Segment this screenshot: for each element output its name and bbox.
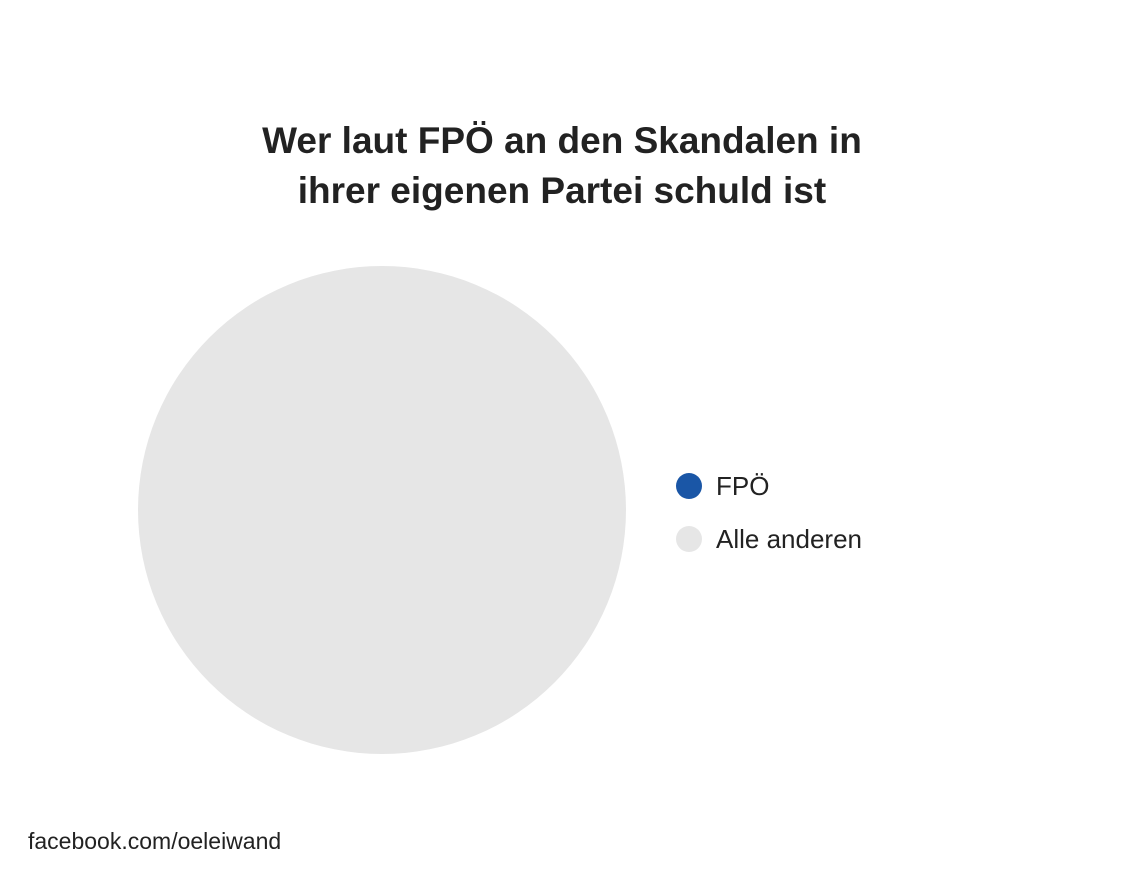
pie-slice-alle-anderen — [138, 266, 626, 754]
legend-dot-fpoe — [676, 473, 702, 499]
legend-item-alle-anderen: Alle anderen — [676, 519, 862, 559]
chart-title-line-1: Wer laut FPÖ an den Skandalen in — [262, 120, 862, 161]
source-credit: facebook.com/oeleiwand — [28, 828, 282, 854]
chart-title-line-2: ihrer eigenen Partei schuld ist — [297, 170, 827, 211]
chart-title: Wer laut FPÖ an den Skandalen in ihrer e… — [0, 116, 1124, 216]
legend: FPÖ Alle anderen — [676, 466, 862, 572]
legend-label-alle-anderen: Alle anderen — [716, 523, 862, 554]
legend-item-fpoe: FPÖ — [676, 466, 862, 506]
legend-dot-alle-anderen — [676, 526, 702, 552]
legend-label-fpoe: FPÖ — [716, 470, 770, 501]
